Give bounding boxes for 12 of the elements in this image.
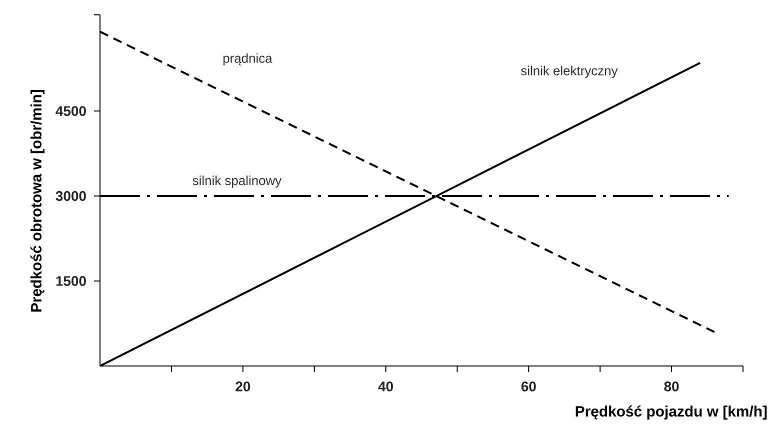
- x-tick-label: 60: [521, 382, 536, 392]
- y-tick-label: 3000: [56, 191, 86, 201]
- series-label: silnik spalinowy: [192, 176, 282, 188]
- y-tick-label: 4500: [56, 106, 86, 116]
- series-label: silnik elektryczny: [520, 66, 618, 78]
- y-axis-title: Prędkość obrotowa w [obr/min]: [30, 90, 44, 312]
- y-tick-label: 1500: [56, 276, 86, 286]
- series-label: prądnica: [223, 53, 272, 66]
- x-tick-label: 40: [378, 382, 393, 392]
- x-axis-title: Prędkość pojazdu w [km/h]: [576, 406, 767, 420]
- x-tick-label: 20: [236, 382, 250, 392]
- x-tick-label: 80: [664, 382, 679, 392]
